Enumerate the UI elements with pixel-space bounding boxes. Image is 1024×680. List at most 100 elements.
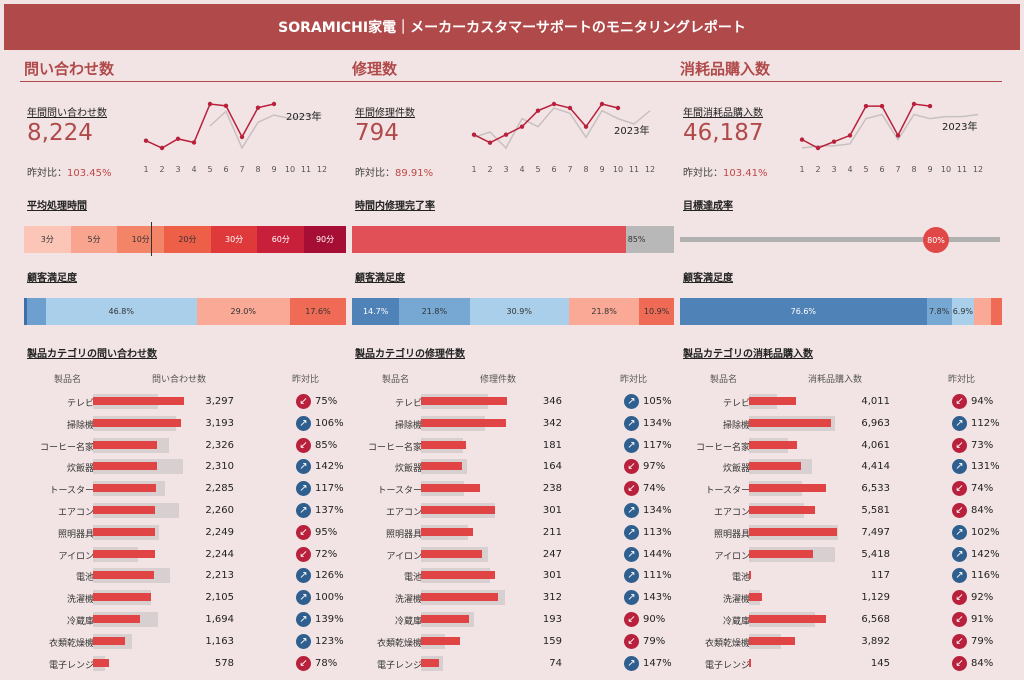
product-name: 掃除機 [394,420,422,431]
table-row: 照明器具 7,497 ↗ 102% [680,522,1008,544]
yoy-percent: 90% [643,614,666,625]
month-tick-label: 6 [223,165,228,174]
yoy-percent: 111% [643,570,672,582]
current-value-bar [93,571,155,580]
value-label: 301 [542,505,562,516]
current-year-point [551,101,557,107]
column-header-product: 製品名 [710,375,738,385]
yoy-percent: 79% [971,635,994,647]
yoy-percent: 147% [643,657,672,669]
product-name: コーヒー名家 [367,442,422,453]
arrow-up-right-icon: ↗ [624,590,639,606]
yoy-percent: 117% [315,483,344,495]
yoy-percent: 79% [643,635,666,647]
value-label: 578 [214,657,234,669]
value-label: 4,061 [861,439,890,451]
table-row: 電池 301 ↗ 111% [352,565,680,587]
product-name: トースター [49,486,94,497]
month-tick-label: 10 [941,165,951,174]
month-tick-label: 6 [551,165,556,174]
satisfaction-segment: 76.6% [680,298,927,325]
month-tick-label: 4 [191,165,196,174]
kpi-value: 794 [355,120,399,146]
value-label: 5,418 [861,548,890,560]
on-time-repair-bar: 85% [352,226,674,253]
value-label: 2,249 [205,526,234,538]
current-year-point [927,103,933,109]
month-tick-label: 12 [645,165,655,174]
current-year-point [255,105,261,110]
current-value-bar [749,549,813,558]
arrow-down-left-icon: ↙ [296,655,311,671]
arrow-down-left-icon: ↙ [624,481,639,497]
value-label: 145 [870,657,890,669]
product-name: 炊飯器 [394,464,422,475]
product-name: 掃除機 [66,420,94,431]
arrow-down-left-icon: ↙ [952,590,967,606]
month-tick-label: 5 [207,165,212,174]
arrow-up-right-icon: ↗ [952,459,967,475]
yoy-percent: 105% [643,396,672,407]
yoy-percent: 85% [315,439,338,451]
section-inquiries: 問い合わせ数 年間問い合わせ数 8,224 昨対比：103.45% 1 2 3 4 5 6 7 8 9 1… [24,50,352,680]
table-row: アイロン 5,418 ↗ 142% [680,544,1008,566]
table-row: コーヒー名家 4,061 ↙ 73% [680,435,1008,457]
product-name: 衣類乾燥機 [376,638,422,649]
yoy-percent: 134% [643,417,672,429]
table-row: 冷蔵庫 193 ↙ 90% [352,609,680,631]
month-tick-label: 2 [487,165,492,174]
prev-year-line [209,110,322,150]
current-value-bar [93,440,158,449]
value-label: 2,326 [205,439,234,451]
yoy-percent: 78% [315,657,338,669]
satisfaction-bar: 14.7% 21.8% 30.9% 21.8% 10.9% [352,298,674,325]
satisfaction-segment: 14.7% [352,298,400,325]
column-header-value: 修理件数 [480,375,517,385]
satisfaction-segment: 46.8% [45,298,197,325]
yoy-percent: 106% [315,417,344,429]
product-name: 電子レンジ [48,660,94,671]
month-tick-label: 7 [567,165,572,174]
yoy-percent: 84% [971,505,994,516]
section-title: 消耗品購入数 [680,60,771,78]
kpi-value: 8,224 [27,120,93,146]
product-name: アイロン [386,551,422,562]
table-row: テレビ 346 ↗ 105% [352,391,680,413]
column-header-product: 製品名 [54,375,82,385]
column-header-product: 製品名 [382,375,410,385]
month-tick-label: 8 [255,165,260,174]
time-stage-segment: 3分 [24,226,71,253]
current-value-bar [93,549,156,558]
value-label: 5,581 [861,505,890,516]
yoy-percent: 112% [971,417,1000,429]
column-header-yoy: 昨対比 [292,375,320,385]
kpi-label: 年間修理件数 [355,108,415,119]
table-row: 掃除機 342 ↗ 134% [352,413,680,435]
current-year-point [599,101,605,107]
current-year-point [159,145,165,151]
section-repairs: 修理数 年間修理件数 794 昨対比：89.91% 1 2 3 4 5 6 7 8 9 10 11 12 202… [352,50,680,680]
current-value-bar [421,658,440,667]
month-tick-label: 3 [503,165,508,174]
column-header-value: 問い合わせ数 [152,375,207,385]
current-value-bar [421,636,461,645]
current-year-point [239,134,245,140]
arrow-up-right-icon: ↗ [296,568,311,584]
month-tick-label: 2 [159,165,164,174]
arrow-down-left-icon: ↙ [952,612,967,627]
product-name: トースター [377,486,422,497]
section-consumables: 消耗品購入数 年間消耗品購入数 46,187 昨対比：103.41% 1 2 3 4 5 6 7 8 9… [680,50,1008,680]
month-tick-label: 9 [927,165,932,174]
month-tick-label: 2 [815,165,820,174]
current-year-point [879,103,885,109]
table-row: 照明器具 211 ↗ 113% [352,522,680,544]
metric-title: 目標達成率 [683,201,733,212]
table-row: 衣類乾燥機 159 ↙ 79% [352,631,680,653]
arrow-up-right-icon: ↗ [624,415,639,431]
current-value-bar [421,549,483,558]
kpi-label: 年間消耗品購入数 [683,108,763,119]
arrow-up-right-icon: ↗ [952,546,967,562]
value-label: 3,297 [205,396,234,407]
value-label: 4,414 [861,461,890,473]
